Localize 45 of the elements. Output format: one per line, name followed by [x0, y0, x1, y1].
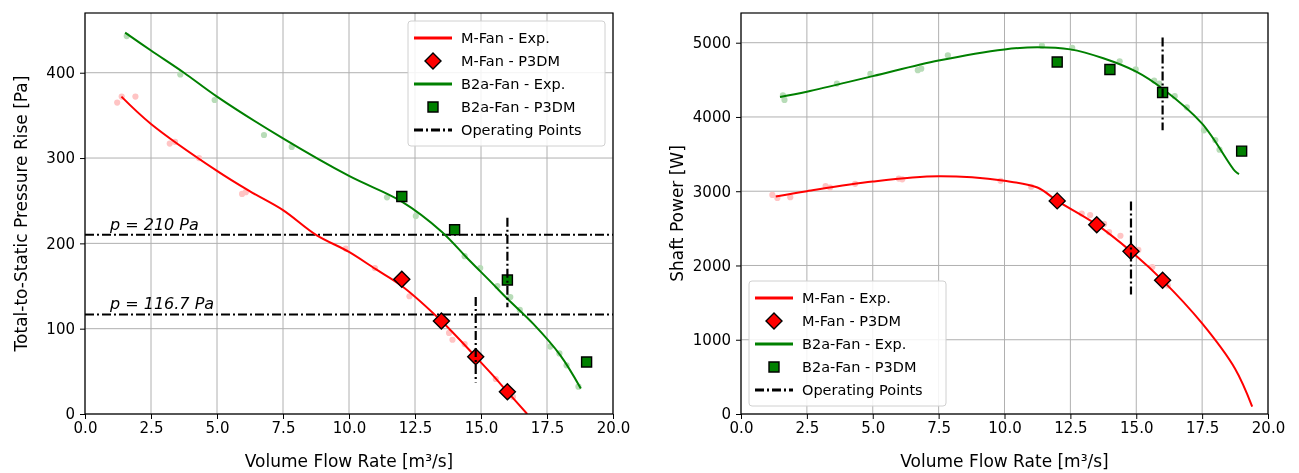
y-tick-label: 300	[46, 149, 75, 168]
x-tick-label: 2.5	[795, 418, 820, 437]
x-tick-label: 20.0	[596, 418, 631, 437]
y-tick-label: 200	[46, 234, 75, 253]
y-tick-label: 5000	[692, 34, 731, 52]
y-tick-label: 100	[46, 319, 75, 338]
x-tick-label: 15.0	[1120, 418, 1154, 437]
x-tick-label: 10.0	[988, 418, 1022, 437]
legend-label: M-Fan - P3DM	[802, 313, 901, 329]
legend-label: B2a-Fan - Exp.	[802, 336, 907, 352]
y-tick-label: 400	[46, 64, 75, 83]
x-tick-label: 12.5	[398, 418, 433, 437]
legend-label: Operating Points	[461, 122, 582, 138]
x-tick-label: 5.0	[861, 418, 886, 437]
x-tick-label: 20.0	[1251, 418, 1286, 437]
x-tick-label: 10.0	[332, 418, 367, 437]
legend-label: Operating Points	[802, 382, 923, 398]
x-tick-label: 7.5	[271, 418, 296, 437]
x-tick-label: 7.5	[927, 418, 952, 437]
legend-label: B2a-Fan - P3DM	[461, 99, 576, 115]
ref-line-label: p = 116.7 Pa	[109, 294, 215, 314]
x-tick-label: 2.5	[139, 418, 164, 437]
legend-label: M-Fan - Exp.	[461, 30, 550, 46]
y-axis-title: Total-to-Static Pressure Rise [Pa]	[11, 75, 31, 353]
legend-label: M-Fan - P3DM	[461, 53, 560, 69]
y-tick-label: 4000	[692, 108, 731, 127]
legend-label: B2a-Fan - P3DM	[802, 359, 917, 375]
x-axis-title: Volume Flow Rate [m³/s]	[244, 451, 454, 471]
y-tick-label: 0	[721, 405, 731, 424]
y-axis-title: Shaft Power [W]	[667, 145, 687, 282]
x-tick-label: 12.5	[1054, 418, 1088, 437]
y-tick-label: 2000	[692, 256, 731, 275]
x-tick-label: 5.0	[205, 418, 230, 437]
y-tick-label: 1000	[692, 331, 731, 350]
legend-label: M-Fan - Exp.	[802, 290, 891, 306]
y-tick-label: 0	[65, 405, 75, 424]
ref-line-label: p = 210 Pa	[109, 214, 199, 234]
x-tick-label: 0.0	[73, 418, 98, 437]
x-tick-label: 17.5	[1185, 418, 1220, 437]
y-tick-label: 3000	[692, 182, 731, 201]
x-tick-label: 15.0	[464, 418, 499, 437]
x-tick-label: 0.0	[729, 418, 754, 437]
x-axis-title: Volume Flow Rate [m³/s]	[900, 451, 1109, 471]
legend-label: B2a-Fan - Exp.	[461, 76, 566, 92]
x-tick-label: 17.5	[530, 418, 565, 437]
